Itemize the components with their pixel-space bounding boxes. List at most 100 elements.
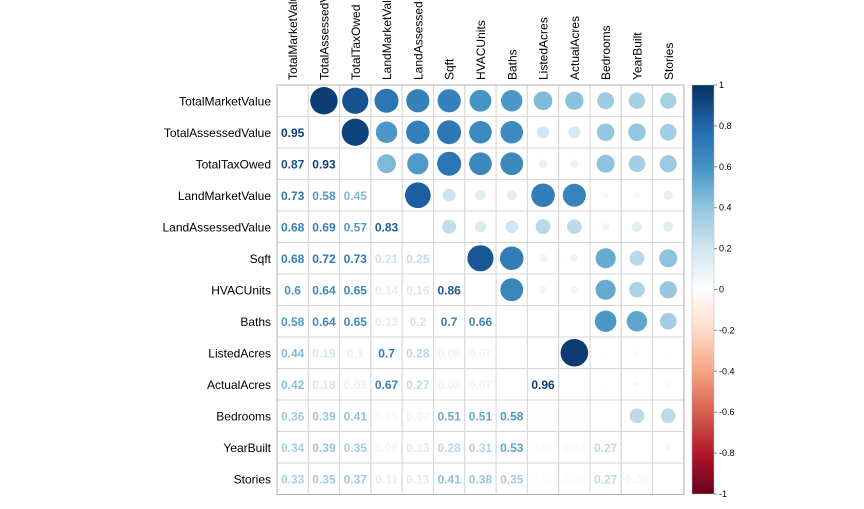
correlation-circle xyxy=(377,154,396,174)
correlation-value-label: 0.87 xyxy=(281,157,305,171)
correlation-value-label: 0.64 xyxy=(312,315,336,329)
correlation-value-label: 0.65 xyxy=(344,315,368,329)
correlation-value-label: 0.02 xyxy=(531,409,555,423)
correlation-value-label: 0.95 xyxy=(281,126,305,140)
grid-cell xyxy=(339,462,372,495)
correlation-value-label: 0.13 xyxy=(406,472,430,486)
colorbar-tick-label: 0.2 xyxy=(719,244,732,254)
correlation-circle xyxy=(437,120,462,145)
row-label: Sqft xyxy=(250,252,272,266)
correlation-circle xyxy=(505,220,519,234)
correlation-circle xyxy=(659,155,677,173)
correlation-circle xyxy=(570,286,579,294)
grid-cell xyxy=(401,210,435,243)
grid-cell xyxy=(276,242,309,275)
correlation-value-label: 0.2 xyxy=(410,315,427,329)
correlation-value-label: 0.83 xyxy=(375,220,399,234)
grid-cell xyxy=(464,462,497,495)
correlation-circle xyxy=(634,381,640,388)
correlation-value-label: 0.73 xyxy=(281,189,305,203)
colorbar-tick-label: -0.4 xyxy=(719,366,735,376)
colorbar-tick-label: -1 xyxy=(719,489,727,499)
correlation-value-label: 0.73 xyxy=(344,252,368,266)
correlation-circle xyxy=(467,245,494,272)
column-label: TotalTaxOwed xyxy=(349,5,363,80)
grid-cell xyxy=(307,431,341,464)
correlation-value-label: 0.53 xyxy=(500,441,524,455)
correlation-circle xyxy=(536,126,550,139)
correlation-value-label: 0.67 xyxy=(375,378,399,392)
correlation-value-label: 0.58 xyxy=(500,409,524,423)
grid-cell xyxy=(401,462,435,495)
row-label: LandMarketValue xyxy=(178,189,271,203)
grid-cell xyxy=(307,368,341,401)
correlation-value-label: 0.03 xyxy=(563,472,587,486)
grid-cell xyxy=(495,462,528,495)
row-label: TotalAssessedValue xyxy=(164,126,272,140)
correlation-circle xyxy=(659,312,677,330)
correlation-circle xyxy=(629,250,645,266)
correlation-value-label: 0.51 xyxy=(469,409,493,423)
grid-cell xyxy=(526,368,560,401)
colorbar-tick-label: 0.6 xyxy=(719,162,732,172)
row-label: YearBuilt xyxy=(223,441,271,455)
grid-cell xyxy=(526,84,560,117)
colorbar-legend: 1 0.8 0.6 0.4 0.2 0 -0.2 -0.4 -0.6 -0.8 -1 xyxy=(691,80,735,499)
correlation-circle xyxy=(663,190,673,200)
correlation-circle xyxy=(628,155,646,173)
correlation-value-label: 0.07 xyxy=(469,346,493,360)
grid-cell xyxy=(589,116,622,149)
correlation-value-label: 0.21 xyxy=(375,252,399,266)
correlation-circle xyxy=(565,91,584,110)
correlation-value-label: 0.02 xyxy=(563,409,587,423)
grid-cell xyxy=(652,462,685,495)
correlation-value-label: 0.64 xyxy=(312,283,336,297)
grid-cell xyxy=(339,399,372,432)
row-label: ActualAcres xyxy=(207,378,271,392)
column-label: YearBuilt xyxy=(630,32,644,80)
correlation-circle xyxy=(375,121,398,143)
grid-cell xyxy=(433,273,466,306)
grid-cell xyxy=(620,431,654,464)
correlation-value-label: 0.28 xyxy=(437,441,461,455)
grid-cell xyxy=(276,273,309,306)
grid-cell xyxy=(370,242,403,275)
grid-cell xyxy=(495,399,528,432)
correlation-circle xyxy=(538,159,548,169)
correlation-value-label: 0.13 xyxy=(406,441,430,455)
correlation-circle xyxy=(596,154,615,173)
correlation-value-label: 0.18 xyxy=(312,378,336,392)
correlation-value-label: 0.36 xyxy=(281,409,305,423)
row-label: ListedAcres xyxy=(208,346,271,360)
correlation-value-label: 0.02 xyxy=(531,472,555,486)
grid-cell xyxy=(339,147,372,180)
grid-cell xyxy=(339,336,372,369)
correlation-circle xyxy=(664,443,672,451)
grid-cell xyxy=(526,305,560,338)
correlation-circle xyxy=(406,120,430,144)
row-label: Stories xyxy=(234,472,271,486)
grid-cell xyxy=(401,305,435,338)
correlation-value-label: 0.03 xyxy=(531,441,555,455)
grid-cell xyxy=(370,431,403,464)
correlation-circle xyxy=(342,87,369,114)
correlation-value-label: 0 xyxy=(508,378,515,392)
correlation-value-label: 0.66 xyxy=(469,315,493,329)
correlation-circle xyxy=(603,350,608,355)
correlation-circle xyxy=(568,126,581,139)
grid-cell xyxy=(307,399,341,432)
grid-cell xyxy=(433,242,466,275)
correlation-value-label: 0.93 xyxy=(312,157,336,171)
grid-cell xyxy=(276,210,309,243)
grid-cell xyxy=(276,336,309,369)
correlation-value-label: 0.72 xyxy=(312,252,336,266)
correlation-value-label: 0.35 xyxy=(344,441,368,455)
correlation-value-label: 0.04 xyxy=(563,441,587,455)
correlation-circle xyxy=(437,151,462,176)
correlation-value-label: 0.25 xyxy=(406,252,430,266)
correlation-circle xyxy=(594,310,617,332)
correlation-circle xyxy=(631,221,643,232)
column-label: Stories xyxy=(662,43,676,80)
grid-cell xyxy=(558,305,591,338)
